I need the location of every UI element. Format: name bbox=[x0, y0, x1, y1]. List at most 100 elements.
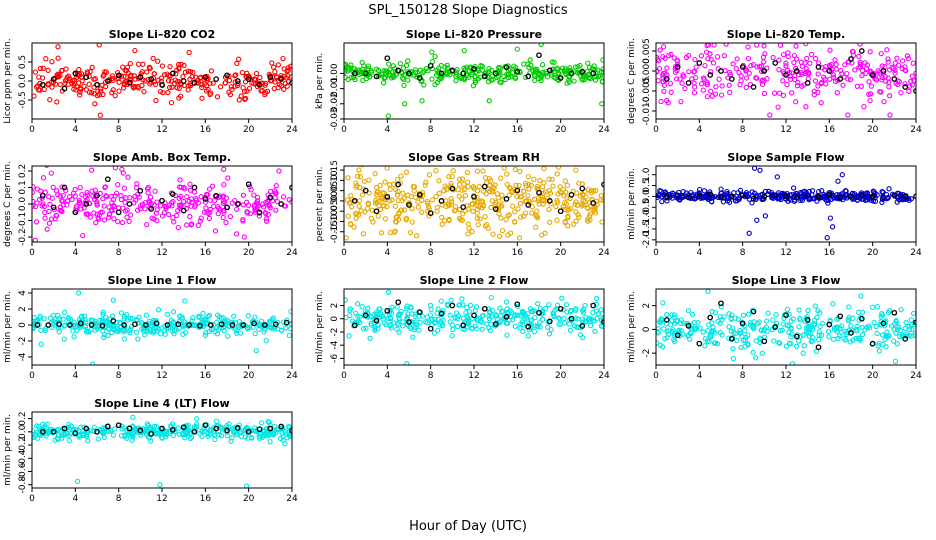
data-point bbox=[658, 317, 664, 323]
data-point bbox=[398, 308, 404, 315]
data-point bbox=[387, 307, 393, 313]
data-point bbox=[89, 90, 95, 96]
reference-point bbox=[438, 70, 445, 77]
panel-title: Slope Line 1 Flow bbox=[108, 274, 217, 287]
data-point bbox=[435, 306, 441, 312]
data-point bbox=[658, 98, 664, 105]
data-point bbox=[443, 203, 449, 210]
data-point bbox=[546, 206, 552, 213]
data-point bbox=[412, 69, 419, 76]
data-point bbox=[52, 316, 58, 323]
data-point bbox=[414, 322, 420, 328]
reference-point bbox=[278, 201, 285, 207]
data-point bbox=[170, 215, 176, 221]
data-point bbox=[121, 185, 128, 191]
data-point bbox=[475, 222, 481, 228]
data-point bbox=[780, 92, 787, 99]
data-point bbox=[118, 310, 125, 316]
reference-point bbox=[373, 208, 380, 215]
data-point bbox=[526, 327, 533, 333]
outlier-point bbox=[516, 235, 523, 241]
data-point bbox=[546, 176, 552, 182]
data-point bbox=[710, 60, 717, 66]
data-point bbox=[770, 317, 776, 323]
data-point bbox=[433, 167, 439, 174]
data-point bbox=[482, 70, 488, 77]
data-point bbox=[171, 327, 178, 334]
data-point bbox=[72, 186, 78, 193]
outlier-point bbox=[385, 289, 392, 295]
data-point bbox=[470, 208, 476, 214]
data-point bbox=[207, 91, 213, 98]
data-point bbox=[185, 428, 191, 435]
data-point bbox=[62, 80, 68, 86]
data-point bbox=[712, 309, 719, 316]
data-point bbox=[109, 208, 115, 214]
reference-point bbox=[590, 70, 597, 77]
y-tick-label: -2 bbox=[642, 349, 652, 358]
reference-point bbox=[674, 332, 681, 339]
data-point bbox=[344, 197, 351, 203]
data-point bbox=[590, 309, 596, 316]
data-point bbox=[207, 209, 213, 216]
y-tick-label: -0.03 bbox=[330, 107, 340, 130]
data-point bbox=[118, 423, 125, 429]
data-point bbox=[453, 73, 459, 79]
data-point bbox=[159, 63, 166, 69]
data-point bbox=[62, 77, 69, 84]
reference-point bbox=[50, 204, 57, 211]
data-point bbox=[512, 312, 518, 318]
data-point bbox=[147, 328, 154, 334]
data-point bbox=[859, 331, 866, 338]
reference-point bbox=[815, 193, 822, 200]
data-point bbox=[395, 197, 401, 204]
data-point bbox=[63, 187, 69, 194]
data-point bbox=[348, 192, 354, 199]
data-point bbox=[575, 211, 581, 218]
data-point bbox=[157, 331, 164, 337]
data-point bbox=[563, 71, 569, 78]
data-point bbox=[37, 80, 43, 87]
data-point bbox=[101, 434, 107, 441]
data-point bbox=[432, 316, 438, 322]
y-tick-label: -0.15 bbox=[330, 220, 340, 243]
data-point bbox=[110, 323, 117, 330]
data-point bbox=[178, 193, 184, 200]
data-point bbox=[764, 318, 770, 324]
outlier-point bbox=[757, 167, 763, 173]
data-point bbox=[773, 311, 779, 318]
outlier-point bbox=[858, 293, 864, 299]
data-point bbox=[288, 74, 292, 80]
reference-point bbox=[449, 302, 456, 309]
data-point bbox=[140, 61, 146, 67]
y-tick-label: -0.5 bbox=[18, 91, 28, 109]
data-point bbox=[138, 203, 144, 209]
data-point bbox=[210, 425, 217, 431]
data-point bbox=[45, 67, 51, 74]
data-point bbox=[878, 50, 884, 57]
outlier-point bbox=[705, 289, 711, 295]
reference-point bbox=[115, 209, 122, 216]
reference-point bbox=[718, 300, 724, 307]
data-point bbox=[201, 428, 208, 434]
x-tick-label: 12 bbox=[156, 248, 167, 258]
data-point bbox=[267, 439, 273, 445]
data-point bbox=[32, 324, 37, 331]
data-point bbox=[674, 318, 681, 324]
outlier-point bbox=[75, 290, 82, 296]
data-point bbox=[661, 88, 667, 95]
x-tick-label: 4 bbox=[696, 248, 702, 258]
data-point bbox=[513, 182, 519, 189]
data-point bbox=[360, 77, 366, 84]
data-point bbox=[828, 196, 834, 203]
x-tick-label: 8 bbox=[428, 371, 434, 381]
data-point bbox=[132, 76, 138, 82]
x-tick-label: 16 bbox=[824, 125, 836, 135]
data-point bbox=[478, 318, 484, 324]
data-point bbox=[446, 216, 452, 223]
data-point bbox=[280, 437, 286, 443]
data-point bbox=[91, 428, 97, 435]
data-point bbox=[551, 74, 557, 80]
data-point bbox=[234, 60, 240, 67]
data-point bbox=[387, 229, 393, 236]
